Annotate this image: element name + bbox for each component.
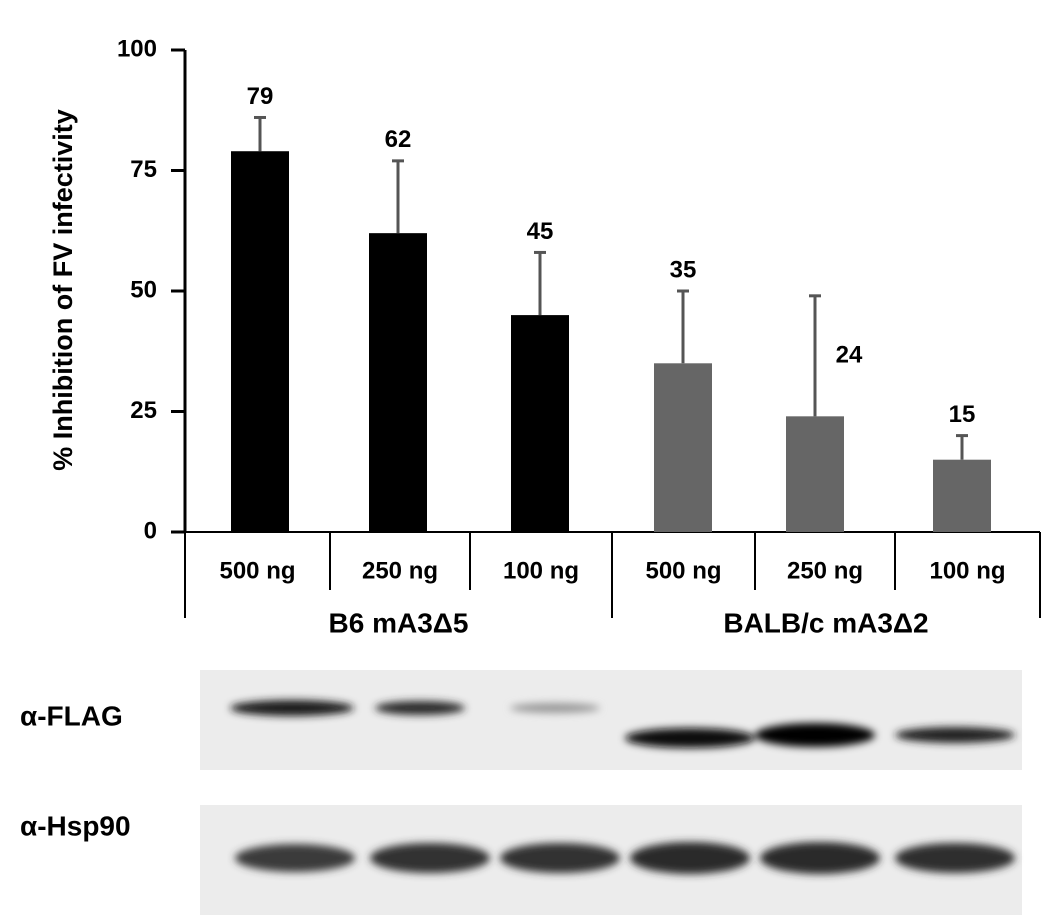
y-tick-label: 25: [130, 397, 157, 424]
bar: [654, 363, 712, 532]
x-tick-label: 100 ng: [503, 557, 579, 584]
value-label: 15: [949, 401, 976, 428]
group-label: BALB/c mA3Δ2: [723, 607, 928, 638]
bar: [511, 315, 569, 532]
x-tick-label: 250 ng: [787, 557, 863, 584]
value-label: 45: [527, 218, 554, 245]
x-tick-label: 500 ng: [645, 557, 721, 584]
blot-bands: [230, 700, 1015, 874]
bar: [786, 416, 844, 532]
y-tick-label: 100: [117, 35, 157, 62]
value-label: 62: [385, 126, 412, 153]
y-tick-label: 50: [130, 276, 157, 303]
blot-panel: α-FLAG α-Hsp90: [20, 670, 1022, 915]
value-label: 79: [247, 83, 274, 110]
y-tick-label: 75: [130, 156, 157, 183]
y-tick-label: 0: [144, 517, 157, 544]
value-label: 35: [670, 256, 697, 283]
y-axis-label: % Inhibition of FV infectivity: [48, 109, 78, 471]
group-label: B6 mA3Δ5: [329, 607, 469, 638]
bar: [231, 151, 289, 532]
x-tick-label: 250 ng: [362, 557, 438, 584]
blot-row-label: α-Hsp90: [20, 810, 131, 841]
x-tick-label: 100 ng: [929, 557, 1005, 584]
bar: [933, 459, 991, 532]
value-label: 24: [836, 341, 863, 368]
blot-row-label: α-FLAG: [20, 700, 123, 731]
x-tick-label: 500 ng: [219, 557, 295, 584]
bar: [369, 233, 427, 532]
blot-membrane: [200, 670, 1022, 770]
